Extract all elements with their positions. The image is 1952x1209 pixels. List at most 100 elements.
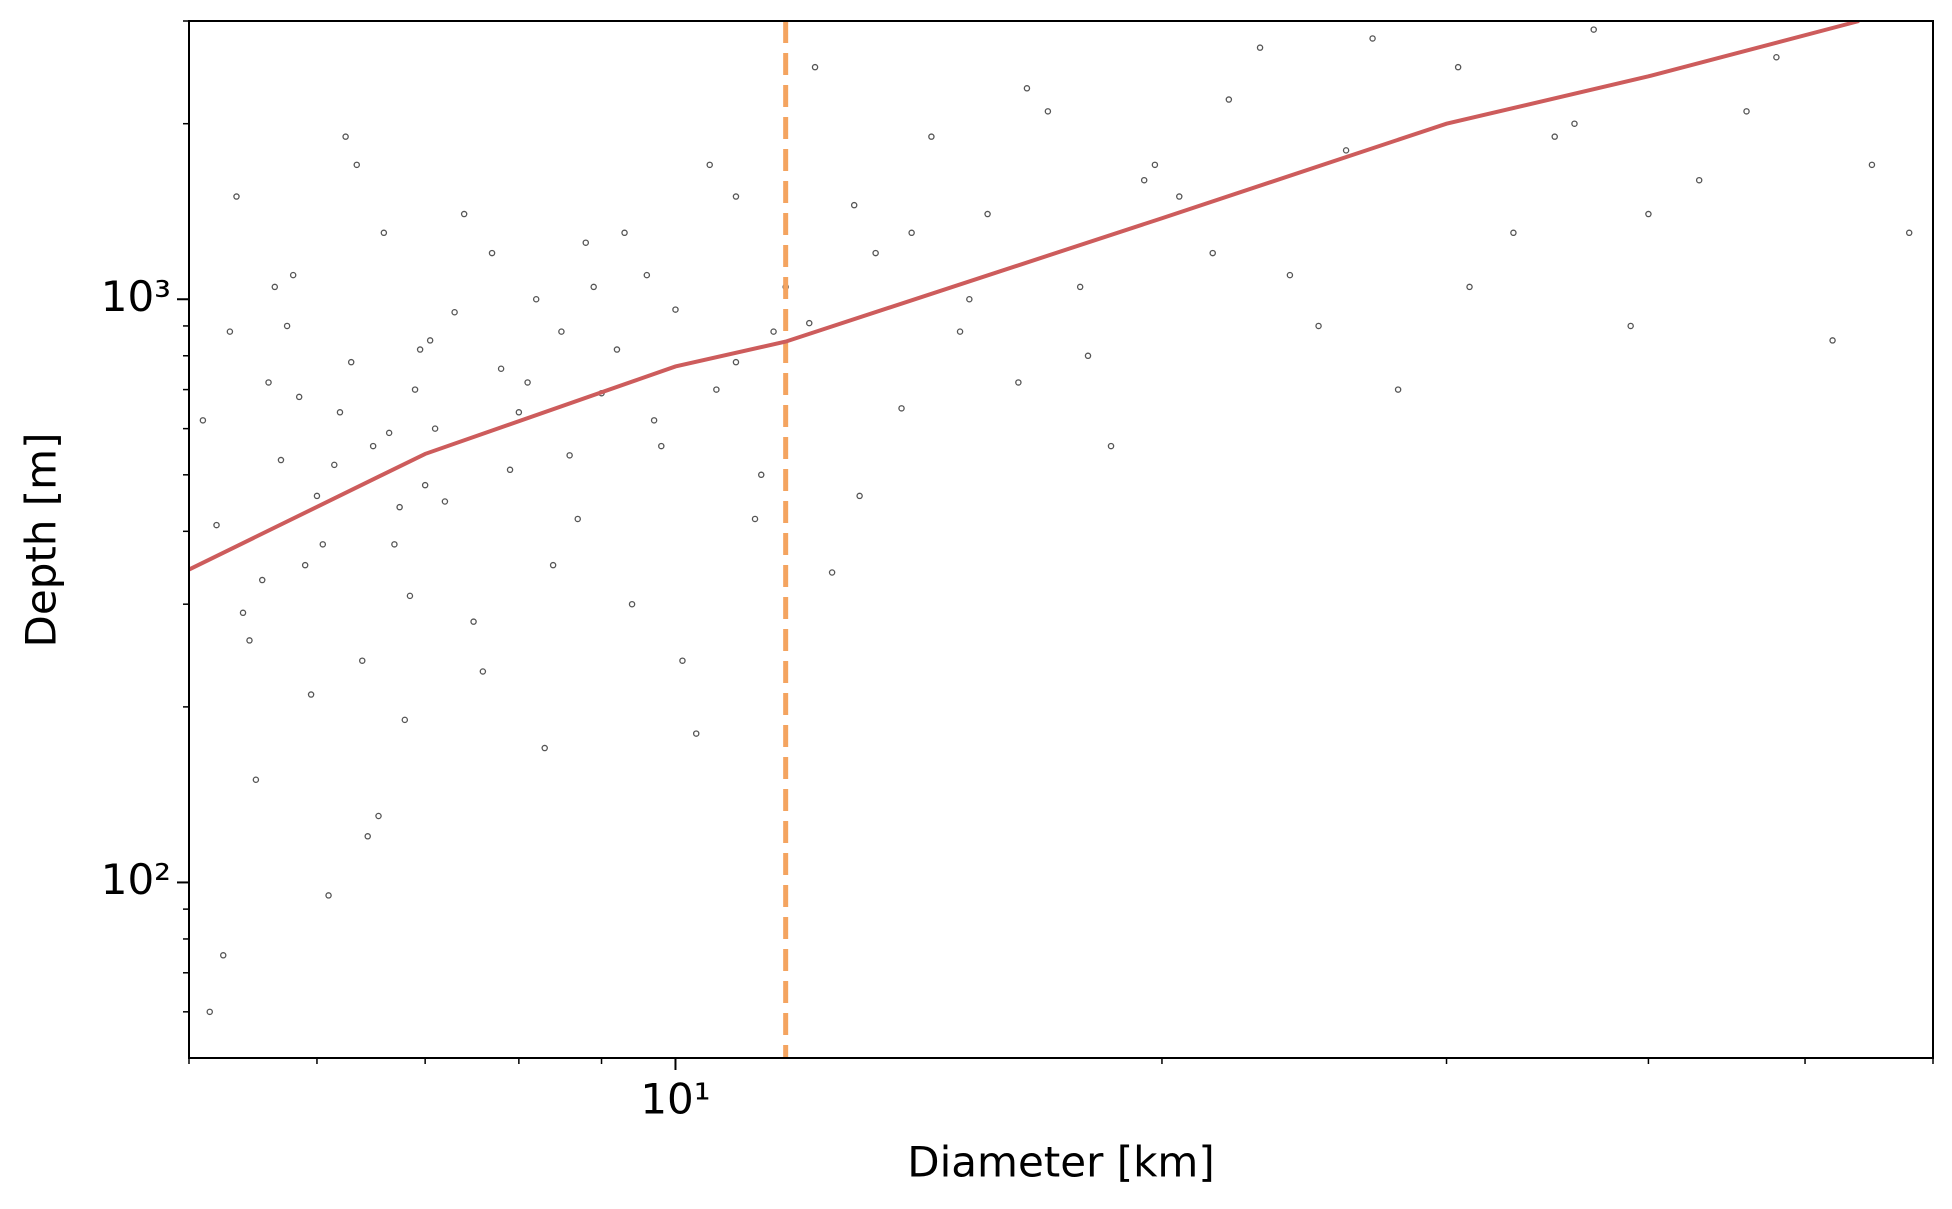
scatter-point — [1773, 53, 1780, 61]
scatter-point — [1743, 108, 1750, 115]
scatter-point — [1627, 322, 1634, 330]
scatter-point — [582, 239, 590, 246]
scatter-point — [283, 322, 291, 330]
scatter-point — [1225, 96, 1233, 103]
y-tick-label: 10² — [101, 855, 171, 904]
scatter-point — [479, 668, 487, 675]
scatter-point — [451, 308, 458, 316]
scatter-point — [1905, 229, 1913, 237]
scatter-point — [380, 229, 388, 237]
fit-line — [188, 19, 1860, 572]
scatter-point — [956, 328, 964, 335]
scatter-point — [506, 466, 514, 474]
scatter-point — [1466, 283, 1473, 291]
scatter-point — [431, 425, 439, 432]
scatter-point — [289, 271, 297, 279]
scatter-point — [811, 63, 819, 71]
scatter-point — [751, 515, 759, 523]
scatter-point — [1084, 352, 1092, 360]
scatter-point — [872, 249, 879, 257]
scatter-point — [770, 328, 777, 335]
scatter-point — [1176, 193, 1183, 200]
scatter-point — [1107, 442, 1115, 450]
scatter-point — [411, 386, 419, 393]
scatter-point — [219, 952, 227, 959]
scatter-point — [406, 592, 414, 600]
scatter-point — [488, 249, 496, 257]
margin — [0, 0, 1952, 21]
scatter-point — [342, 133, 349, 140]
scatter-point — [806, 319, 813, 327]
scatter-point — [566, 452, 573, 459]
scatter-point — [541, 744, 548, 752]
scatter-point — [650, 417, 658, 424]
scatter-point — [369, 442, 377, 450]
scatter-point — [966, 296, 973, 303]
scatter-point — [1454, 63, 1462, 71]
scatter-point — [301, 561, 309, 569]
scatter-point — [396, 503, 403, 511]
scatter-point — [385, 429, 393, 437]
scatter-point — [1645, 210, 1652, 218]
scatter-point — [713, 386, 720, 393]
scatter-point — [336, 409, 344, 416]
scatter-point — [213, 521, 220, 529]
scatter-point — [331, 461, 338, 469]
scatter-point — [277, 456, 285, 464]
scatter-point — [239, 609, 247, 617]
scatter-point — [732, 193, 740, 200]
scatter-point — [1315, 322, 1322, 330]
scatter-point — [295, 393, 303, 401]
scatter-point — [325, 892, 332, 899]
scatter-point — [1342, 147, 1350, 154]
scatter-point — [375, 812, 382, 820]
scatter-point — [347, 358, 355, 366]
scatter-point — [470, 618, 477, 625]
scatter-point — [679, 657, 686, 664]
scatter-point — [628, 600, 636, 608]
scatter-point — [1868, 161, 1876, 169]
y-tick-label: 10³ — [101, 272, 171, 321]
scatter-point — [313, 492, 321, 500]
scatter-point — [233, 193, 240, 200]
scatter-point — [1076, 283, 1084, 291]
scatter-point — [1590, 26, 1597, 33]
scatter-point — [460, 210, 468, 218]
scatter-point — [706, 161, 713, 169]
scatter-point — [307, 691, 315, 698]
scatter-point — [1551, 133, 1558, 140]
scatter-point — [590, 283, 597, 291]
scatter-point — [319, 541, 327, 548]
scatter-point — [908, 229, 915, 237]
scatter-point — [252, 776, 260, 783]
scatter-point — [1510, 229, 1517, 237]
scatter-point — [441, 498, 449, 505]
scatter-point — [1369, 35, 1376, 42]
scatter-point — [515, 409, 523, 416]
scatter-point — [258, 576, 266, 584]
scatter-point — [524, 379, 531, 386]
margin — [1933, 0, 1952, 1209]
scatter-point — [359, 657, 366, 664]
scatter-point — [1151, 161, 1159, 169]
scatter-point — [364, 833, 371, 840]
scatter-point — [271, 283, 279, 291]
scatter-point — [1695, 176, 1703, 184]
margin — [0, 1058, 1952, 1209]
scatter-point — [1209, 249, 1216, 257]
x-axis-label: Diameter [km] — [907, 1138, 1214, 1187]
scatter-point — [1571, 120, 1578, 127]
scatter-point — [391, 541, 398, 548]
scatter-point — [1256, 44, 1264, 51]
scatter-point — [643, 271, 651, 279]
scatter-point — [1286, 271, 1294, 279]
scatter-point — [828, 569, 836, 576]
plot-frame — [188, 20, 1934, 1059]
scatter-point — [549, 561, 557, 569]
scatter-point — [1140, 176, 1148, 184]
scatter-point — [426, 337, 434, 344]
scatter-point — [1023, 85, 1031, 92]
scatter-point — [497, 365, 505, 373]
scatter-point — [658, 442, 665, 450]
